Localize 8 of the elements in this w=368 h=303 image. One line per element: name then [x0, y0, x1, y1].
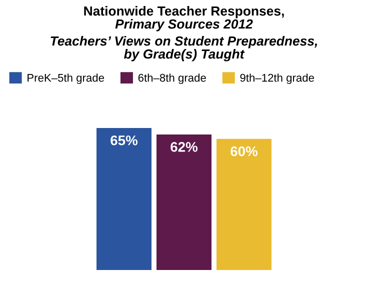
- legend-label: 9th–12th grade: [240, 74, 314, 84]
- legend-label: PreK–5th grade: [28, 74, 104, 84]
- chart-subtitle: Teachers’ Views on Student Preparedness, by Grade(s) Taught: [50, 36, 318, 62]
- data-label: 65%: [110, 135, 138, 146]
- chart-title: Nationwide Teacher Responses, Primary Sources 2012: [84, 6, 284, 32]
- data-label: 60%: [230, 146, 258, 156]
- legend-label: 6th–8th grade: [138, 74, 206, 84]
- data-label: 62%: [170, 142, 198, 152]
